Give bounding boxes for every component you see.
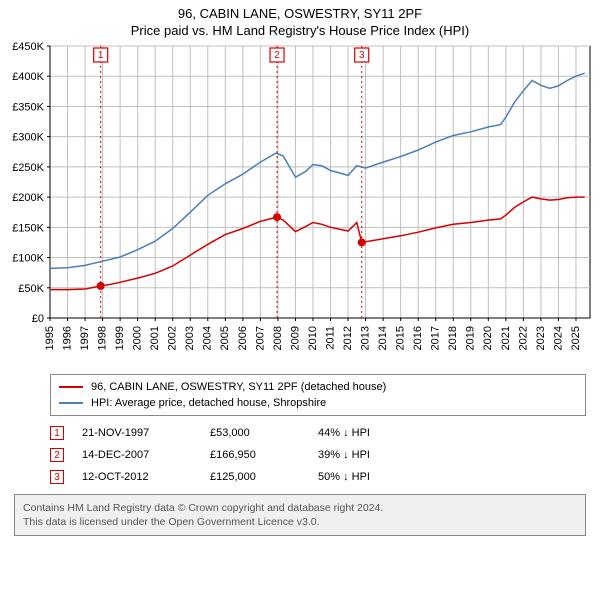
legend-swatch (59, 402, 83, 404)
svg-text:2014: 2014 (377, 326, 389, 350)
svg-text:2003: 2003 (184, 326, 196, 350)
svg-text:2011: 2011 (324, 326, 336, 350)
event-vs-hpi: 50% ↓ HPI (318, 471, 370, 483)
event-price: £53,000 (210, 427, 300, 439)
event-vs-hpi: 39% ↓ HPI (318, 449, 370, 461)
svg-text:£250K: £250K (12, 162, 44, 174)
svg-text:£400K: £400K (12, 71, 44, 83)
legend: 96, CABIN LANE, OSWESTRY, SY11 2PF (deta… (50, 374, 586, 416)
svg-text:1996: 1996 (61, 326, 73, 350)
svg-text:1998: 1998 (97, 326, 109, 350)
event-badge: 1 (50, 426, 64, 440)
chart-title-block: 96, CABIN LANE, OSWESTRY, SY11 2PF Price… (0, 0, 600, 40)
svg-text:2021: 2021 (500, 326, 512, 350)
svg-text:2018: 2018 (447, 326, 459, 350)
event-date: 21-NOV-1997 (82, 427, 192, 439)
events-list: 1 21-NOV-1997 £53,000 44% ↓ HPI 2 14-DEC-2007… (50, 422, 586, 488)
legend-label: 96, CABIN LANE, OSWESTRY, SY11 2PF (deta… (91, 381, 386, 393)
svg-text:2001: 2001 (149, 326, 161, 350)
legend-item: HPI: Average price, detached house, Shro… (59, 395, 577, 411)
svg-text:2016: 2016 (412, 326, 424, 350)
svg-text:1997: 1997 (79, 326, 91, 350)
event-price: £125,000 (210, 471, 300, 483)
attribution-footer: Contains HM Land Registry data © Crown c… (14, 494, 586, 536)
svg-text:1: 1 (98, 50, 104, 61)
svg-text:2009: 2009 (289, 326, 301, 350)
svg-text:2006: 2006 (237, 326, 249, 350)
svg-text:2020: 2020 (482, 326, 494, 350)
event-badge: 3 (50, 470, 64, 484)
svg-text:2000: 2000 (132, 326, 144, 350)
svg-text:£100K: £100K (12, 253, 44, 265)
svg-text:2023: 2023 (535, 326, 547, 350)
svg-text:£150K: £150K (12, 222, 44, 234)
event-badge: 2 (50, 448, 64, 462)
svg-text:£0: £0 (32, 313, 44, 325)
svg-text:2007: 2007 (254, 326, 266, 350)
svg-text:£300K: £300K (12, 132, 44, 144)
event-row: 2 14-DEC-2007 £166,950 39% ↓ HPI (50, 444, 586, 466)
legend-item: 96, CABIN LANE, OSWESTRY, SY11 2PF (deta… (59, 379, 577, 395)
title-line-1: 96, CABIN LANE, OSWESTRY, SY11 2PF (0, 6, 600, 21)
event-row: 1 21-NOV-1997 £53,000 44% ↓ HPI (50, 422, 586, 444)
event-vs-hpi: 44% ↓ HPI (318, 427, 370, 439)
svg-text:2008: 2008 (272, 326, 284, 350)
svg-text:2022: 2022 (517, 326, 529, 350)
svg-text:2002: 2002 (167, 326, 179, 350)
svg-text:2005: 2005 (219, 326, 231, 350)
svg-text:2025: 2025 (570, 326, 582, 350)
svg-text:2004: 2004 (202, 326, 214, 350)
event-date: 12-OCT-2012 (82, 471, 192, 483)
svg-text:2013: 2013 (359, 326, 371, 350)
svg-text:1999: 1999 (114, 326, 126, 350)
svg-text:2010: 2010 (307, 326, 319, 350)
svg-text:£350K: £350K (12, 101, 44, 113)
svg-text:2024: 2024 (552, 326, 564, 350)
footer-line-1: Contains HM Land Registry data © Crown c… (23, 501, 577, 515)
legend-label: HPI: Average price, detached house, Shro… (91, 397, 326, 409)
svg-text:2019: 2019 (465, 326, 477, 350)
footer-line-2: This data is licensed under the Open Gov… (23, 515, 577, 529)
svg-text:2015: 2015 (395, 326, 407, 350)
chart-svg: £0 £50K £100K £150K £200K £250K £300K £350K £400… (0, 40, 600, 370)
svg-text:£200K: £200K (12, 192, 44, 204)
legend-swatch (59, 386, 83, 388)
svg-text:£450K: £450K (12, 41, 44, 53)
event-price: £166,950 (210, 449, 300, 461)
svg-text:2: 2 (274, 50, 280, 61)
title-line-2: Price paid vs. HM Land Registry's House … (0, 23, 600, 38)
svg-text:1995: 1995 (44, 326, 56, 350)
svg-text:2012: 2012 (342, 326, 354, 350)
svg-text:£50K: £50K (18, 283, 44, 295)
event-date: 14-DEC-2007 (82, 449, 192, 461)
event-row: 3 12-OCT-2012 £125,000 50% ↓ HPI (50, 466, 586, 488)
svg-text:3: 3 (359, 50, 365, 61)
svg-text:2017: 2017 (430, 326, 442, 350)
chart-area: £0 £50K £100K £150K £200K £250K £300K £350K £400… (0, 40, 600, 370)
